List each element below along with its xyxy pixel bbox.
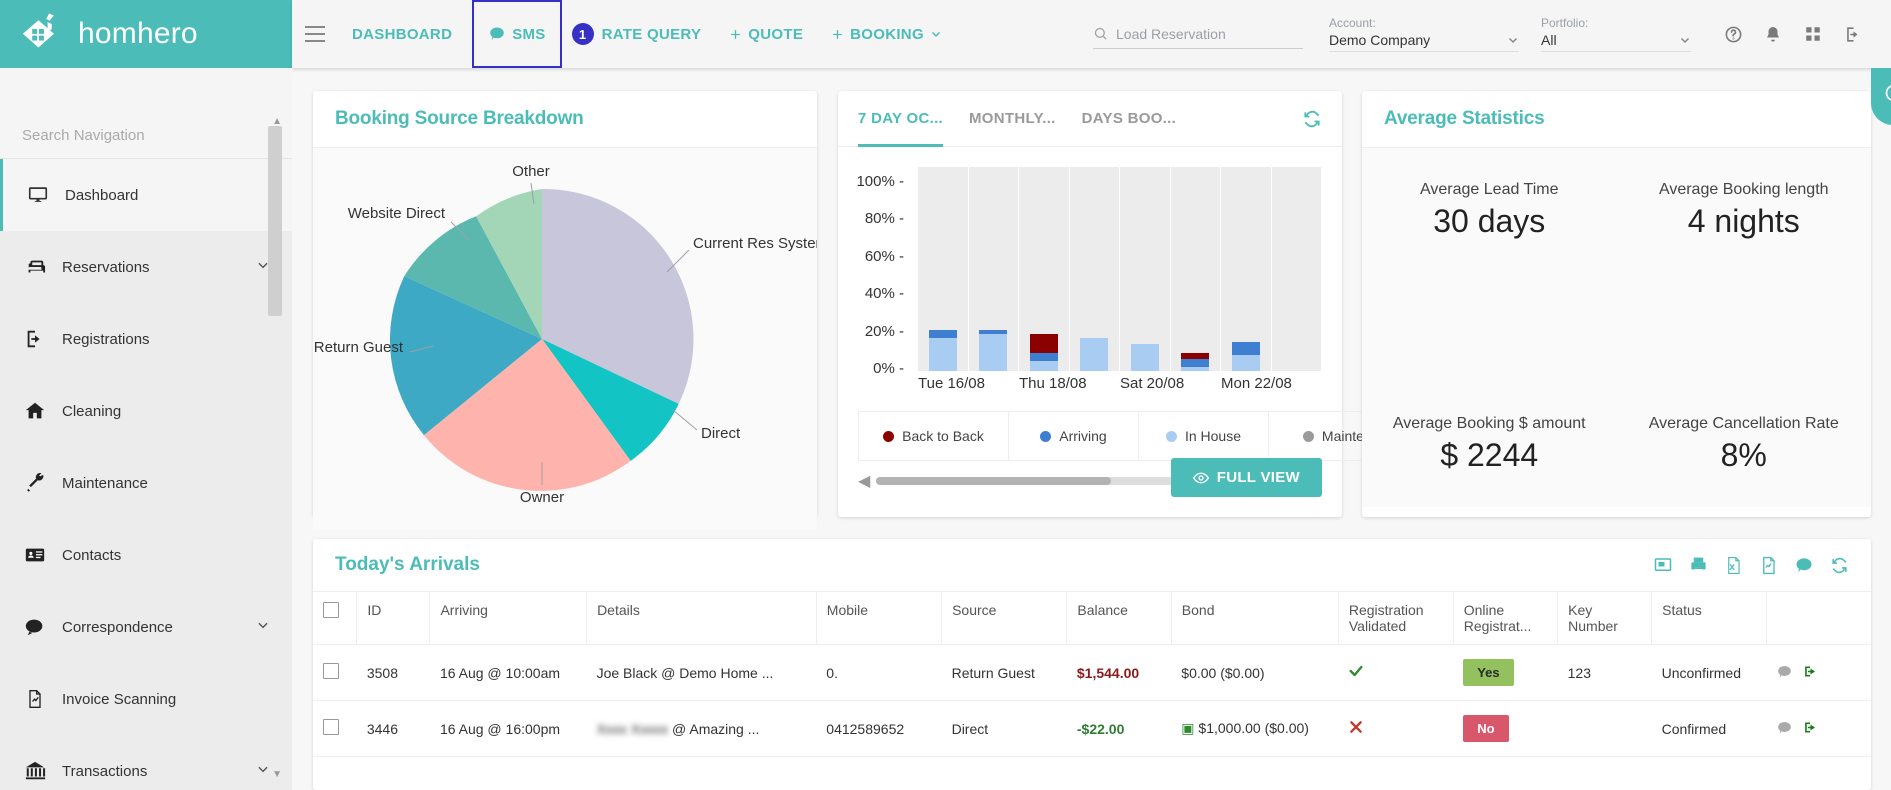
svg-text:Direct: Direct xyxy=(701,425,741,442)
svg-text:Owner: Owner xyxy=(520,489,564,506)
svg-text:Current Res System: Current Res System xyxy=(693,235,817,252)
svg-text:Return Guest: Return Guest xyxy=(314,339,404,356)
svg-text:Website Direct: Website Direct xyxy=(348,205,446,222)
svg-text:Other: Other xyxy=(512,163,550,180)
